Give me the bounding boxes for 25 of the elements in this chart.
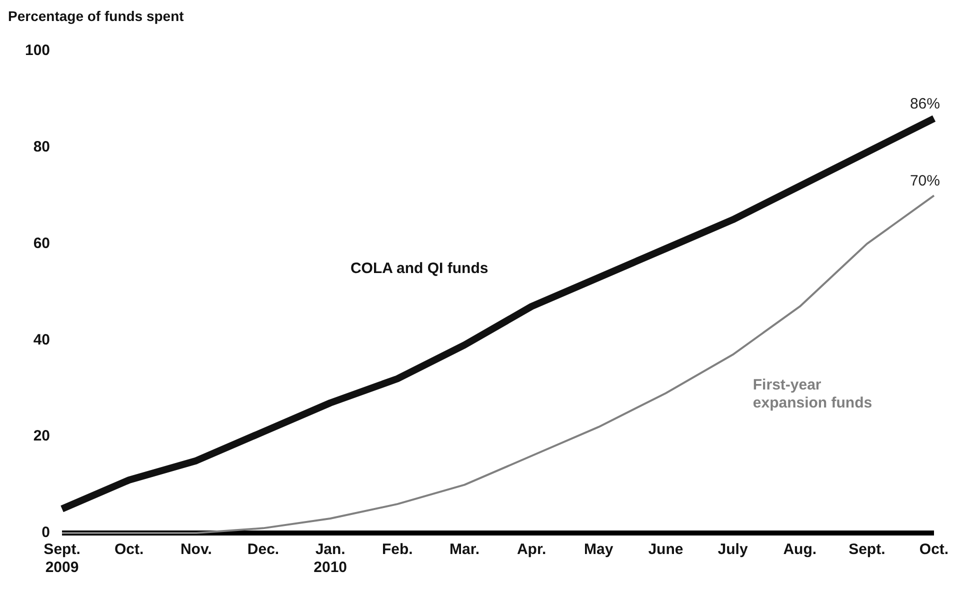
x-tick-label: Mar. <box>449 541 480 558</box>
y-tick-label: 20 <box>33 428 50 445</box>
y-tick-label: 100 <box>24 42 50 60</box>
x-tick-label: Nov. <box>180 541 212 558</box>
x-tick-label: Oct. <box>114 541 144 558</box>
x-tick-label: May <box>584 541 614 558</box>
x-tick-label: July <box>718 541 748 558</box>
data-label: 86% <box>910 95 940 112</box>
y-axis-title: Percentage of funds spent <box>8 8 185 26</box>
y-tick-label: 40 <box>33 331 50 348</box>
x-tick-label: Jan. 2010 <box>314 541 348 576</box>
y-tick-label: 0 <box>42 524 50 542</box>
x-tick-label: Sept. <box>848 541 886 558</box>
y-tick-label: 80 <box>33 138 50 156</box>
data-label: 70% <box>910 172 940 190</box>
y-tick-label: 60 <box>33 234 50 252</box>
x-tick-label: Feb. <box>382 541 413 558</box>
x-tick-label: Apr. <box>516 541 546 558</box>
x-tick-label: Oct. <box>919 541 949 558</box>
text: COLA and QI funds <box>350 260 488 277</box>
x-tick-label: Aug. <box>783 541 817 558</box>
x-tick-label: Dec. <box>247 541 280 558</box>
x-tick-label: June <box>648 541 684 558</box>
series-label: First-year expansion funds <box>752 376 872 412</box>
x-tick-label: Sept. 2009 <box>44 541 80 576</box>
